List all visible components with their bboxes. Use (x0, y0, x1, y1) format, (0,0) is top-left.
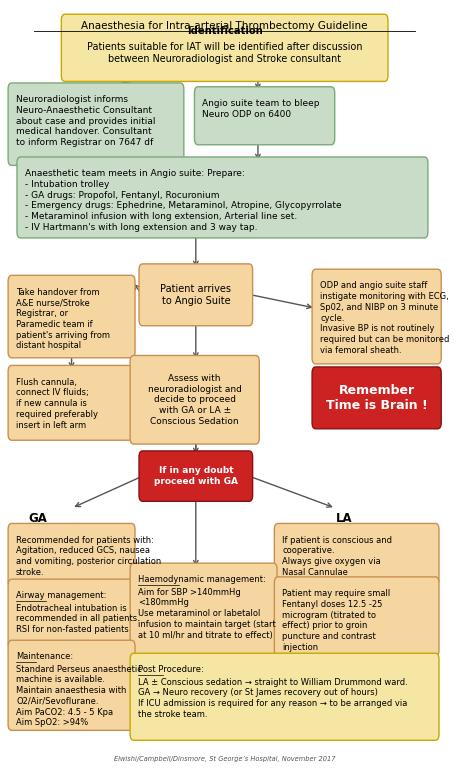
Text: If patient is conscious and
cooperative.
Always give oxygen via
Nasal Cannulae: If patient is conscious and cooperative.… (283, 536, 392, 577)
Text: Endotracheal intubation is
recommended in all patients.
RSI for non-fasted patie: Endotracheal intubation is recommended i… (16, 604, 140, 634)
Text: ODP and angio suite staff
instigate monitoring with ECG,
Sp02, and NIBP on 3 min: ODP and angio suite staff instigate moni… (320, 281, 449, 355)
FancyBboxPatch shape (312, 367, 441, 429)
Text: Aim for SBP >140mmHg
<180mmHg
Use metaraminol or labetalol
infusion to maintain : Aim for SBP >140mmHg <180mmHg Use metara… (138, 588, 276, 640)
FancyBboxPatch shape (130, 653, 439, 741)
Text: Identification: Identification (187, 26, 263, 36)
Text: Patient arrives
to Angio Suite: Patient arrives to Angio Suite (160, 284, 231, 306)
FancyBboxPatch shape (8, 83, 184, 165)
FancyBboxPatch shape (8, 524, 135, 588)
Text: Remember
Time is Brain !: Remember Time is Brain ! (326, 384, 428, 412)
Text: If in any doubt
proceed with GA: If in any doubt proceed with GA (154, 466, 238, 486)
Text: Patients suitable for IAT will be identified after discussion
between Neuroradio: Patients suitable for IAT will be identi… (87, 42, 363, 64)
FancyBboxPatch shape (139, 451, 253, 501)
FancyBboxPatch shape (194, 87, 335, 145)
FancyBboxPatch shape (8, 641, 135, 731)
Text: GA: GA (29, 512, 48, 525)
FancyBboxPatch shape (274, 524, 439, 585)
Text: Take handover from
A&E nurse/Stroke
Registrar, or
Paramedic team if
patient's ar: Take handover from A&E nurse/Stroke Regi… (16, 288, 110, 351)
Text: Standard Perseus anaesthetic
machine is available.
Maintain anaesthesia with
O2/: Standard Perseus anaesthetic machine is … (16, 664, 142, 727)
FancyBboxPatch shape (8, 579, 135, 649)
FancyBboxPatch shape (130, 563, 277, 657)
Text: Anaesthesia for Intra-arterial Thrombectomy Guideline: Anaesthesia for Intra-arterial Thrombect… (82, 21, 368, 31)
FancyBboxPatch shape (8, 365, 135, 440)
Text: Patient may require small
Fentanyl doses 12.5 -25
microgram (titrated to
effect): Patient may require small Fentanyl doses… (283, 589, 391, 652)
Text: Neuroradiologist informs
Neuro-Anaesthetic Consultant
about case and provides in: Neuroradiologist informs Neuro-Anaesthet… (16, 95, 155, 147)
FancyBboxPatch shape (8, 275, 135, 358)
FancyBboxPatch shape (312, 269, 441, 364)
Text: Post Procedure:: Post Procedure: (138, 665, 204, 674)
FancyBboxPatch shape (17, 157, 428, 238)
Text: Flush cannula,
connect IV fluids;
if new cannula is
required preferably
insert i: Flush cannula, connect IV fluids; if new… (16, 378, 98, 430)
Text: Haemodynamic management:: Haemodynamic management: (138, 575, 266, 584)
Text: Recommended for patients with:
Agitation, reduced GCS, nausea
and vomiting, post: Recommended for patients with: Agitation… (16, 536, 161, 577)
FancyBboxPatch shape (61, 15, 388, 82)
Text: Angio suite team to bleep
Neuro ODP on 6400: Angio suite team to bleep Neuro ODP on 6… (202, 99, 320, 118)
Text: LA ± Conscious sedation → straight to William Drummond ward.
GA → Neuro recovery: LA ± Conscious sedation → straight to Wi… (138, 677, 408, 719)
FancyBboxPatch shape (274, 577, 439, 656)
Text: Maintenance:: Maintenance: (16, 652, 73, 661)
Text: Airway management:: Airway management: (16, 591, 107, 601)
Text: Anaesthetic team meets in Angio suite: Prepare:
- Intubation trolley
- GA drugs:: Anaesthetic team meets in Angio suite: P… (25, 169, 342, 232)
Text: Assess with
neuroradiologist and
decide to proceed
with GA or LA ±
Conscious Sed: Assess with neuroradiologist and decide … (148, 374, 242, 426)
Text: Elwishi/Campbell/Dinsmore, St George’s Hospital, November 2017: Elwishi/Campbell/Dinsmore, St George’s H… (114, 755, 336, 761)
Text: LA: LA (336, 512, 353, 525)
FancyBboxPatch shape (139, 264, 253, 326)
FancyBboxPatch shape (130, 355, 259, 444)
